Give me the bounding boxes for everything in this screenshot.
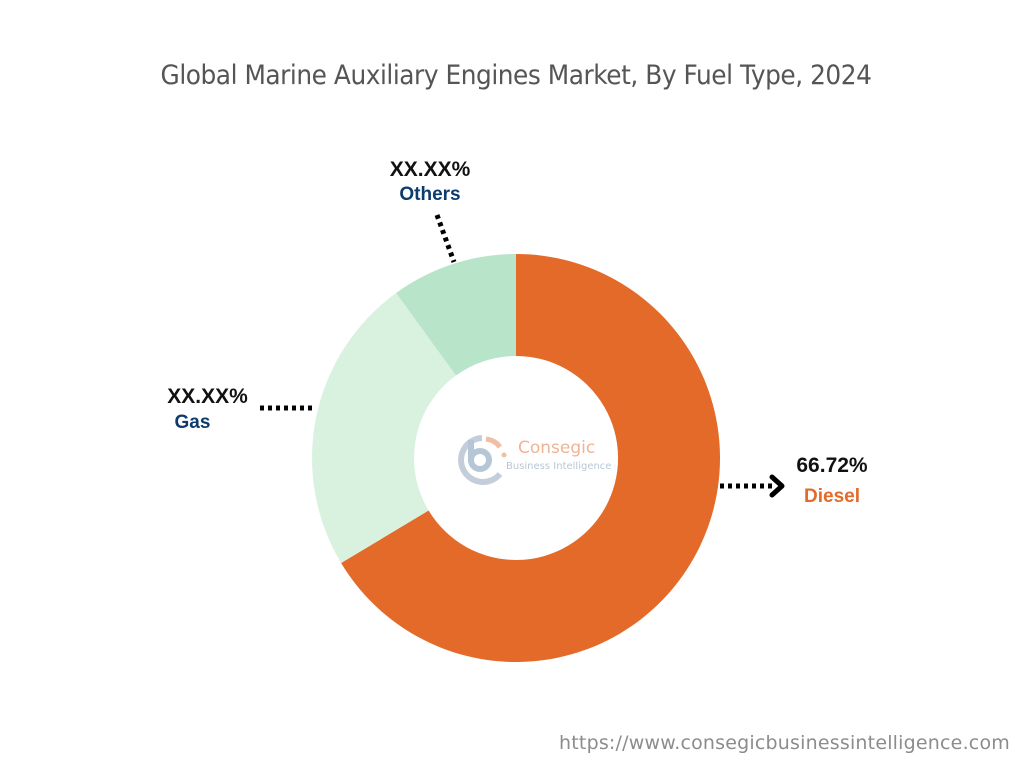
slice-diesel[interactable] bbox=[341, 254, 721, 662]
slice-gas[interactable] bbox=[312, 293, 456, 563]
label-others-pct: XX.XX% bbox=[389, 158, 471, 181]
leader-line-others bbox=[434, 214, 457, 263]
label-gas: XX.XX% Gas bbox=[150, 385, 265, 434]
label-gas-pct: XX.XX% bbox=[167, 385, 248, 408]
arrow-head-icon bbox=[769, 474, 785, 498]
slice-others[interactable] bbox=[396, 254, 516, 376]
label-others: XX.XX% Others bbox=[370, 158, 490, 206]
logo-name: Consegic bbox=[518, 438, 596, 458]
logo-subtitle: Business Intelligence bbox=[506, 461, 612, 472]
label-diesel-pct: 66.72% bbox=[796, 454, 868, 477]
label-diesel-name: Diesel bbox=[804, 486, 860, 507]
chart-title: Global Marine Auxiliary Engines Market, … bbox=[160, 60, 872, 91]
label-diesel: 66.72% Diesel bbox=[772, 454, 892, 508]
consegic-logo: Consegic Business Intelligence bbox=[454, 430, 624, 490]
footer-url[interactable]: https://www.consegicbusinessintelligence… bbox=[559, 732, 1010, 754]
label-gas-name: Gas bbox=[174, 412, 211, 433]
cbi-logo-icon bbox=[458, 435, 507, 485]
label-others-name: Others bbox=[399, 184, 461, 205]
